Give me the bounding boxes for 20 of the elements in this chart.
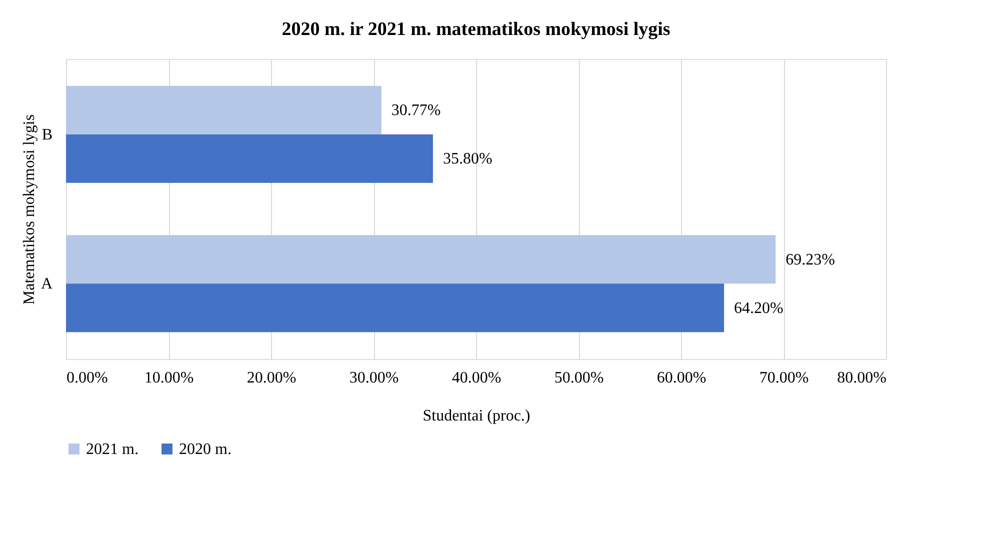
data-label: 64.20% (734, 300, 784, 317)
x-tick-label: 0.00% (66, 370, 108, 386)
x-tick-label: 30.00% (349, 370, 399, 386)
x-tick-label: 70.00% (759, 370, 809, 386)
y-axis-title: Matematikos mokymosi lygis (20, 114, 38, 305)
legend-label: 2020 m. (179, 441, 232, 458)
data-label: 69.23% (786, 251, 835, 268)
legend-label: 2021 m. (86, 441, 138, 458)
y-tick-label: B (42, 126, 52, 144)
x-axis-title: Studentai (proc.) (422, 408, 530, 424)
x-tick-label: 60.00% (656, 370, 706, 386)
x-tick-label: 10.00% (144, 370, 194, 386)
data-label: 35.80% (442, 150, 492, 168)
y-tick-label: A (40, 276, 53, 293)
chart-title: 2020 m. ir 2021 m. matematikos mokymosi lygis (282, 19, 670, 40)
x-tick-label: 50.00% (554, 370, 604, 386)
x-tick-label: 40.00% (452, 370, 502, 386)
x-tick-label: 20.00% (246, 370, 296, 386)
data-label: 30.77% (391, 102, 441, 120)
x-tick-label: 80.00% (837, 370, 886, 386)
